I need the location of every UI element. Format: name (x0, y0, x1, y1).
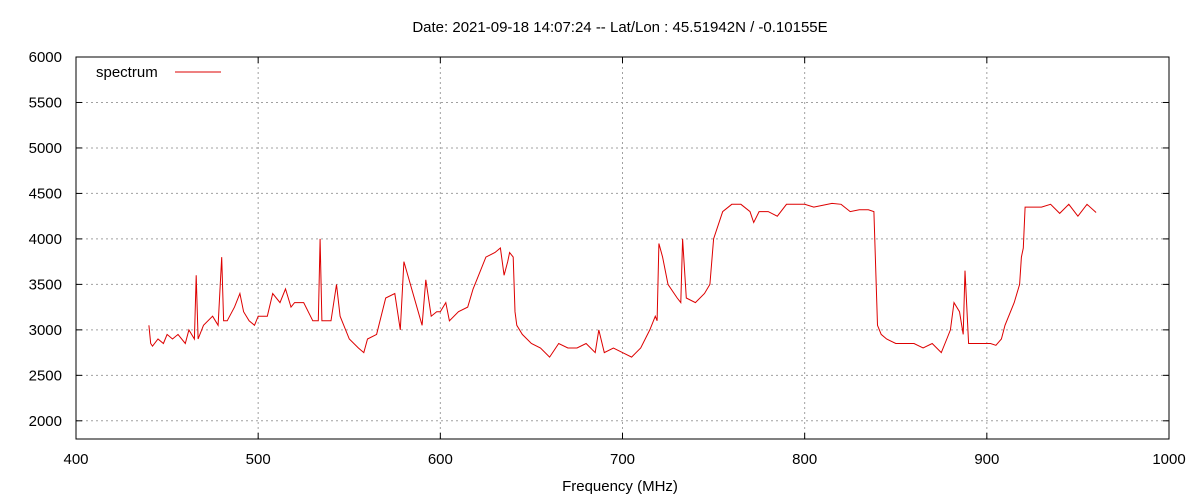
x-tick-label: 900 (974, 451, 999, 468)
y-tick-label: 5000 (29, 140, 62, 157)
y-tick-label: 3000 (29, 322, 62, 339)
series-line-spectrum (148, 202, 1097, 358)
y-tick-label: 4000 (29, 231, 62, 248)
legend: spectrum (96, 64, 221, 81)
x-tick-label: 600 (428, 451, 453, 468)
chart-title: Date: 2021-09-18 14:07:24 -- Lat/Lon : 4… (412, 19, 827, 36)
y-tick-label: 2000 (29, 413, 62, 430)
plot-frame (75, 56, 1170, 440)
y-tick-label: 3500 (29, 276, 62, 293)
x-tick-label: 500 (246, 451, 271, 468)
y-tick-label: 4500 (29, 185, 62, 202)
x-axis-label: Frequency (MHz) (562, 478, 678, 495)
tick-layer: 400 500 600 700 800 900 1000 2000 2500 3000 3500 40… (29, 49, 1186, 468)
y-tick-label: 2500 (29, 367, 62, 384)
grid-layer (76, 57, 1169, 439)
x-tick-label: 1000 (1152, 451, 1185, 468)
x-tick-label: 800 (792, 451, 817, 468)
legend-label-spectrum: spectrum (96, 64, 158, 81)
x-tick-label: 700 (610, 451, 635, 468)
y-tick-label: 6000 (29, 49, 62, 66)
x-tick-label: 400 (63, 451, 88, 468)
y-tick-label: 5500 (29, 94, 62, 111)
